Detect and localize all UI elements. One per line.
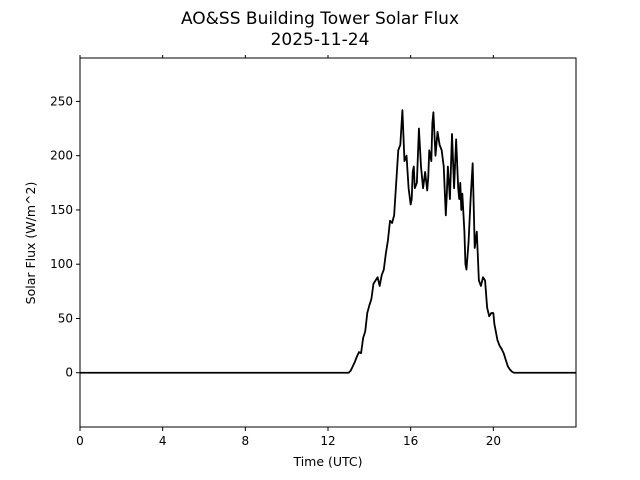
- y-axis-ticks: 0 50 100 150 200 250: [50, 94, 80, 380]
- x-axis-ticks: 0 4 8 12 16 20: [76, 55, 501, 448]
- x-tick-label: 12: [320, 434, 335, 448]
- x-tick-label: 0: [76, 434, 84, 448]
- y-tick-label: 150: [50, 203, 73, 217]
- y-tick-label: 100: [50, 257, 73, 271]
- y-tick-label: 200: [50, 149, 73, 163]
- x-tick-label: 16: [403, 434, 418, 448]
- plot-area-frame: [79, 57, 577, 428]
- x-tick-label: 8: [242, 434, 250, 448]
- x-axis-label: Time (UTC): [292, 454, 362, 469]
- y-axis-label: Solar Flux (W/m^2): [23, 182, 38, 305]
- series-layer: [80, 109, 576, 374]
- chart-subtitle: 2025-11-24: [271, 30, 370, 50]
- solar-flux-line: [80, 109, 576, 374]
- y-tick-label: 250: [50, 94, 73, 108]
- x-tick-label: 20: [486, 434, 501, 448]
- y-tick-label: 0: [65, 366, 73, 380]
- chart-title: AO&SS Building Tower Solar Flux: [181, 9, 459, 29]
- x-tick-label: 4: [159, 434, 167, 448]
- y-tick-label: 50: [58, 311, 73, 325]
